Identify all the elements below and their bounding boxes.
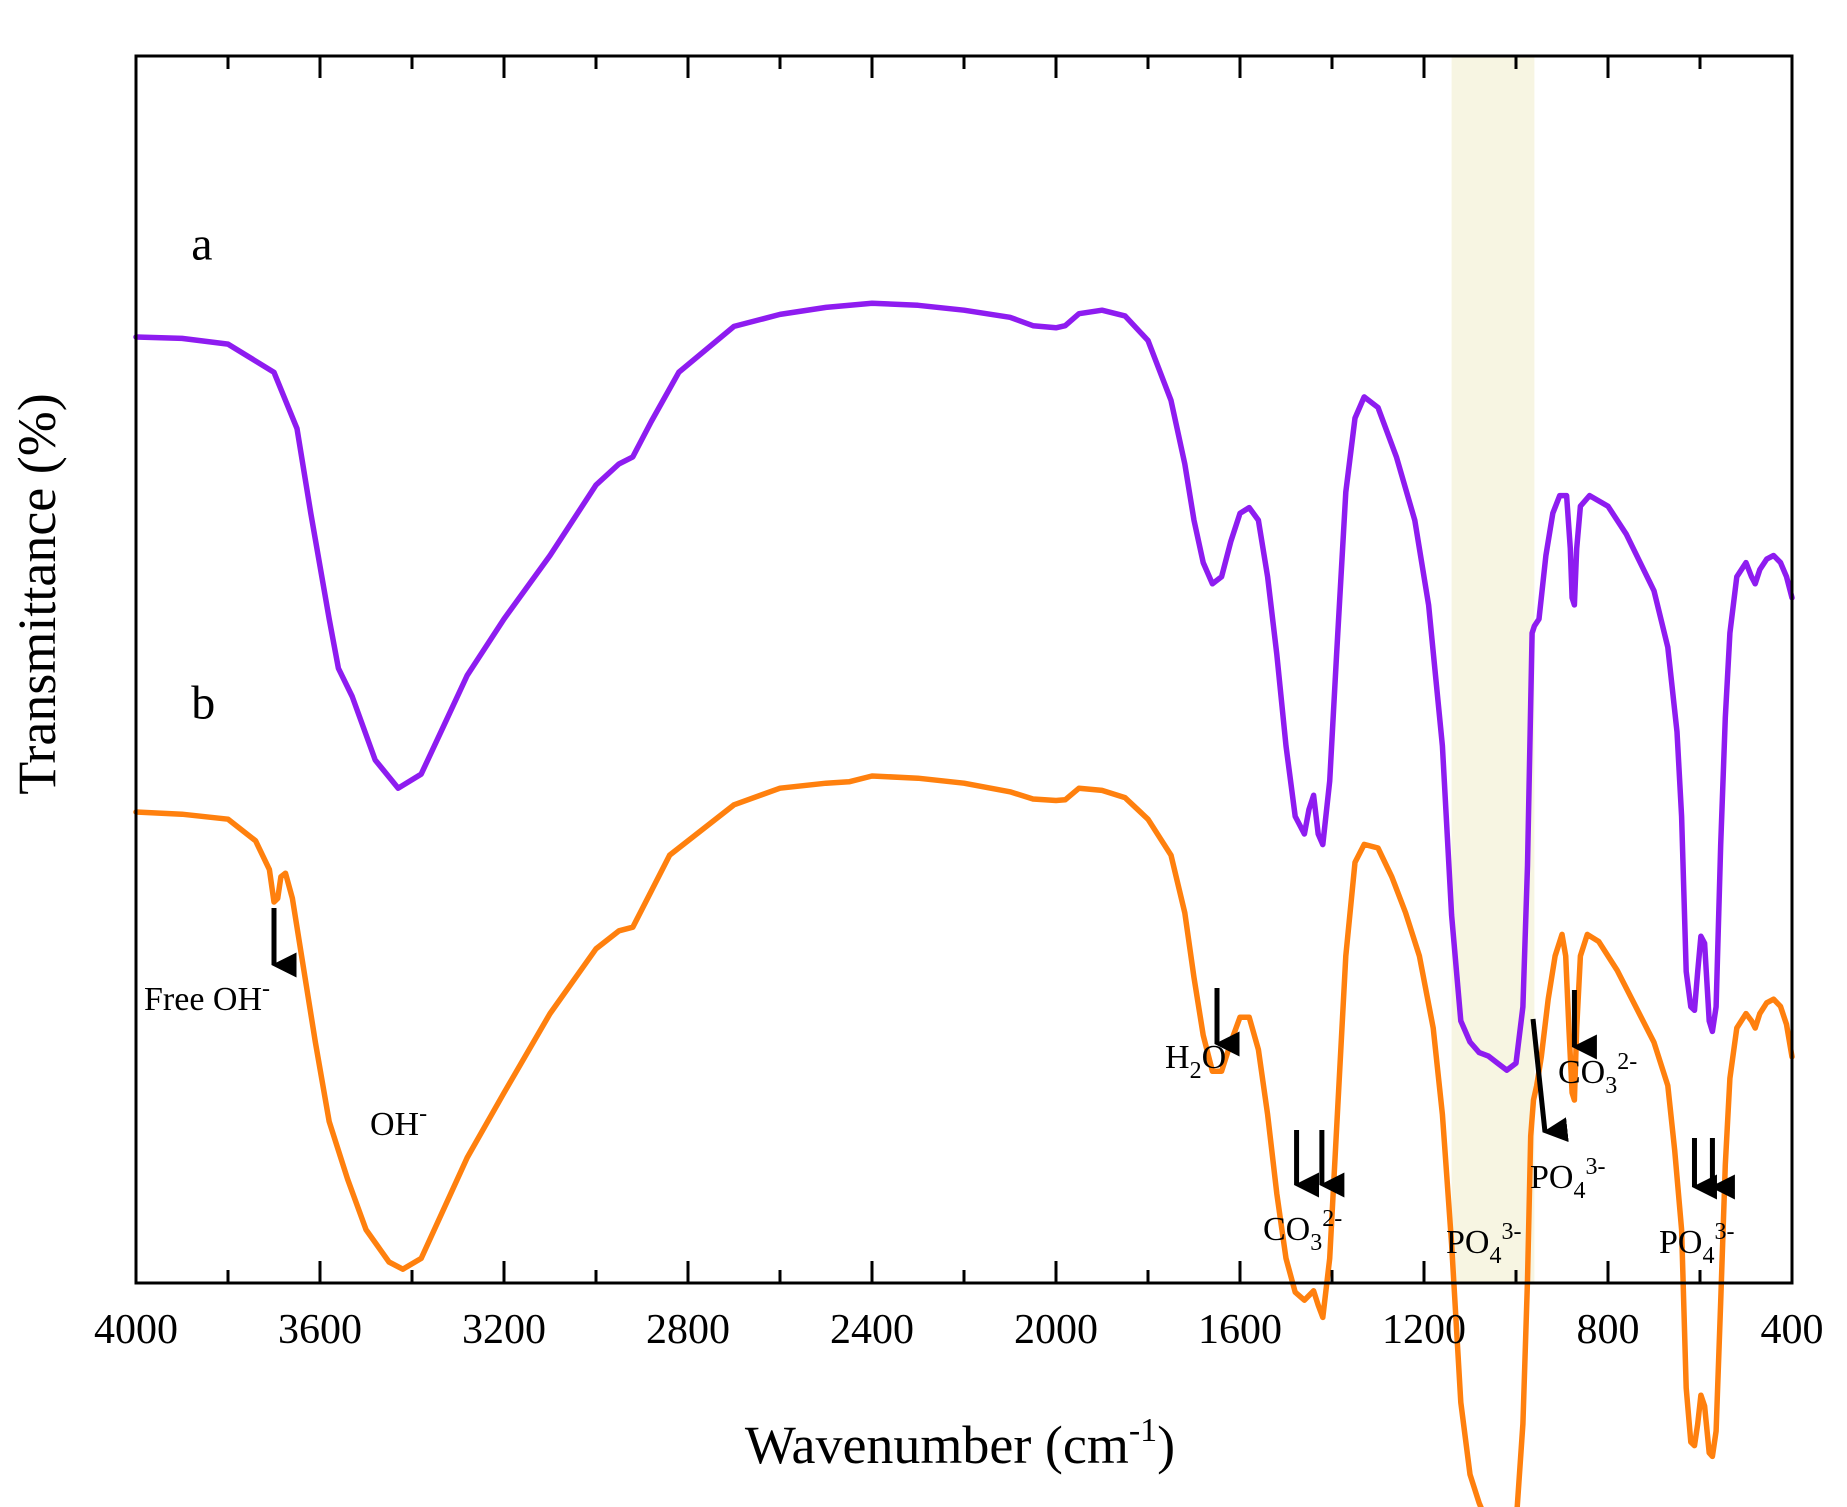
- annotation-text: PO: [1446, 1224, 1489, 1261]
- x-axis-ticks: 4000 3600 3200 2800 2400 2000 1600 1200 800 400: [94, 56, 1824, 1353]
- annotation-label-free-oh: Free OH-: [144, 976, 270, 1018]
- x-tick-label: 800: [1577, 1307, 1640, 1353]
- annotation-sup: 2-: [1322, 1206, 1342, 1232]
- x-tick-label: 400: [1761, 1307, 1824, 1353]
- po4-highlight-band: [1451, 56, 1535, 1283]
- x-tick-label: 2800: [646, 1307, 730, 1353]
- spectra-layer: ab: [133, 217, 1795, 1507]
- band-rect: [1451, 56, 1535, 1283]
- annotation-text: PO: [1530, 1159, 1573, 1196]
- annotation-arrow: [1530, 1018, 1569, 1143]
- annotation-text: O: [1202, 1039, 1227, 1076]
- series-label-a: a: [191, 217, 212, 270]
- y-axis-title: Transmittance (%): [7, 393, 67, 794]
- x-tick-label: 4000: [94, 1307, 178, 1353]
- annotation-sub: 4: [1702, 1243, 1714, 1269]
- annotation-text: PO: [1659, 1224, 1702, 1261]
- x-tick-label: 2000: [1014, 1307, 1098, 1353]
- annotation-sup: -: [262, 976, 270, 1002]
- annotation-sub: 2: [1190, 1058, 1202, 1084]
- annotation-label-h2o: H2O: [1165, 1039, 1226, 1084]
- annotation-label-co3-right: CO32-: [1558, 1049, 1637, 1099]
- annotation-label-po4-center: PO43-: [1446, 1219, 1521, 1269]
- annotation-label-po4-right: PO43-: [1530, 1154, 1605, 1204]
- series-line-b: [133, 773, 1795, 1507]
- annotation-label-co3-left: CO32-: [1263, 1206, 1342, 1256]
- annotation-text: H: [1165, 1039, 1190, 1076]
- annotation-label-oh: OH-: [370, 1101, 427, 1143]
- x-tick-label: 2400: [830, 1307, 914, 1353]
- annotation-text: CO: [1558, 1054, 1605, 1091]
- series-label-b: b: [191, 676, 215, 729]
- x-axis-title-main: Wavenumber (cm: [745, 1415, 1129, 1475]
- annotation-sup: -: [419, 1101, 427, 1127]
- annotation-sup: 3-: [1585, 1154, 1605, 1180]
- annotation-text: Free OH: [144, 981, 262, 1018]
- annotation-sup: 3-: [1714, 1219, 1734, 1245]
- annotation-sub: 3: [1605, 1073, 1617, 1099]
- annotation-sub: 4: [1573, 1178, 1585, 1204]
- x-tick-label: 1200: [1382, 1307, 1466, 1353]
- series-line-a: [133, 300, 1795, 1073]
- x-axis-title-end: ): [1157, 1415, 1175, 1475]
- annotation-sup: 2-: [1617, 1049, 1637, 1075]
- x-tick-label: 3600: [278, 1307, 362, 1353]
- annotation-label-po4-far: PO43-: [1659, 1219, 1734, 1269]
- annotation-text: OH: [370, 1106, 419, 1143]
- x-axis-title-sup: -1: [1129, 1412, 1157, 1449]
- x-tick-label: 1600: [1198, 1307, 1282, 1353]
- x-tick-label: 3200: [462, 1307, 546, 1353]
- x-axis-title: Wavenumber (cm-1): [745, 1412, 1175, 1475]
- annotation-sup: 3-: [1501, 1219, 1521, 1245]
- annotation-sub: 4: [1489, 1243, 1501, 1269]
- annotation-sub: 3: [1310, 1230, 1322, 1256]
- annotation-text: CO: [1263, 1211, 1310, 1248]
